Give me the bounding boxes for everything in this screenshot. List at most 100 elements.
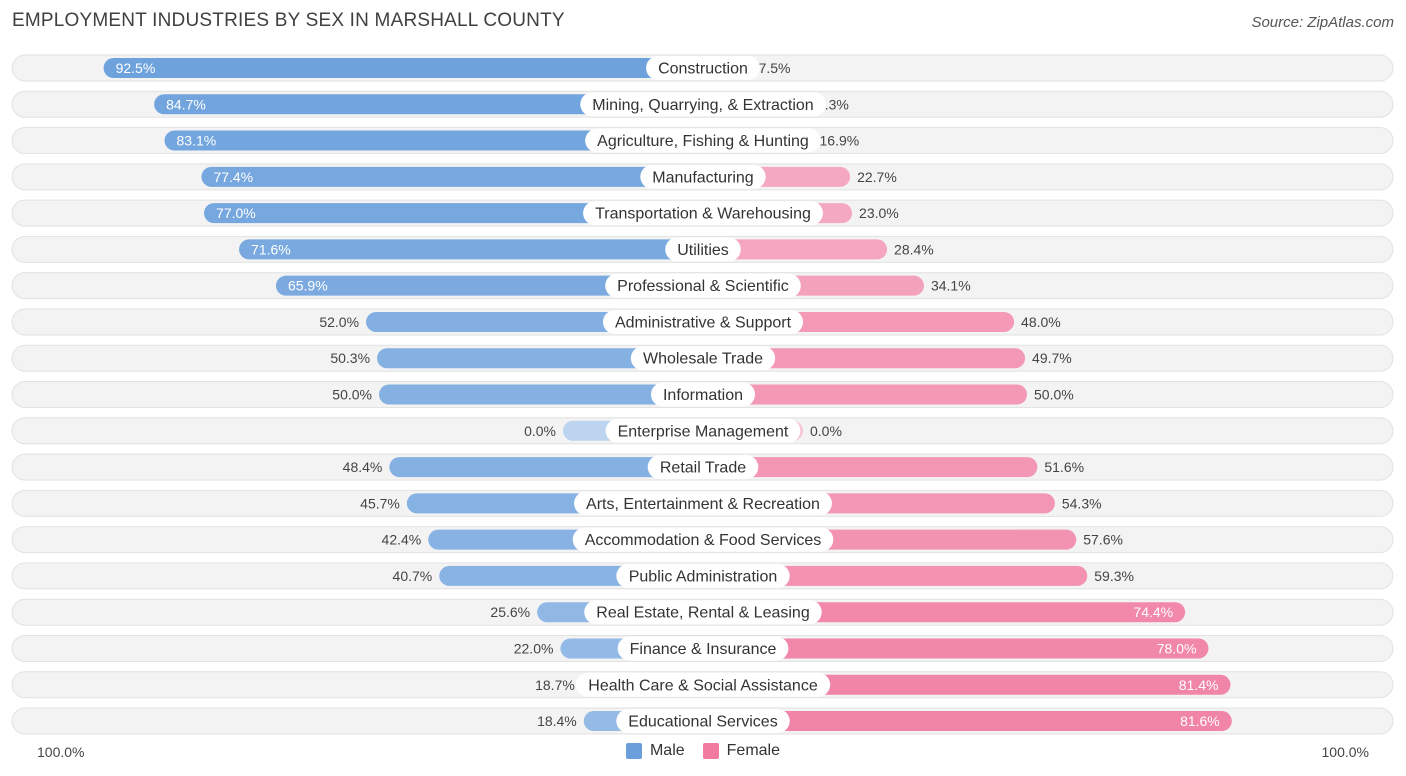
category-label: Accommodation & Food Services <box>585 532 822 549</box>
category-label-bg <box>574 491 832 516</box>
category-label-bg <box>646 56 760 80</box>
category-label-bg <box>583 201 823 226</box>
category-label: Administrative & Support <box>615 314 792 331</box>
category-label: Construction <box>658 61 748 78</box>
male-value-label: 0.0% <box>524 423 556 439</box>
chart-title: EMPLOYMENT INDUSTRIES BY SEX IN MARSHALL… <box>12 10 565 31</box>
category-label: Utilities <box>677 242 729 259</box>
male-value-label: 22.0% <box>514 640 554 656</box>
female-bar <box>703 711 1232 732</box>
female-value-label: 16.9% <box>820 133 860 149</box>
legend-item-female: Female <box>702 742 781 760</box>
category-label-bg <box>605 418 801 443</box>
category-label-bg <box>617 636 789 661</box>
category-label: Arts, Entertainment & Recreation <box>586 496 820 513</box>
male-value-label: 50.3% <box>330 350 370 366</box>
female-value-label: 22.7% <box>857 169 897 185</box>
female-value-label: 51.6% <box>1044 459 1084 475</box>
legend: Male Female <box>0 742 1406 760</box>
female-value-label: 74.4% <box>1133 604 1173 620</box>
female-value-label: 28.4% <box>894 241 934 257</box>
female-value-label: 48.0% <box>1021 314 1061 330</box>
female-value-label: 0.0% <box>810 423 842 439</box>
category-label: Enterprise Management <box>618 423 789 440</box>
category-label-bg <box>575 672 831 697</box>
male-value-label: 77.0% <box>216 205 256 221</box>
male-bar <box>201 166 703 187</box>
category-label-bg <box>580 92 826 117</box>
category-label: Wholesale Trade <box>643 351 763 368</box>
female-bar <box>703 457 1038 478</box>
male-bar <box>164 130 704 151</box>
axis-left-label: 100.0% <box>37 744 85 760</box>
male-value-label: 71.6% <box>251 241 291 257</box>
female-bar <box>703 565 1088 586</box>
axis-right-label: 100.0% <box>1321 744 1369 760</box>
category-label: Transportation & Warehousing <box>595 206 811 223</box>
male-value-label: 50.0% <box>332 387 372 403</box>
male-value-label: 83.1% <box>177 133 217 149</box>
female-value-label: 54.3% <box>1062 495 1102 511</box>
category-label-bg <box>650 382 756 407</box>
category-label-bg <box>616 563 790 588</box>
category-label-bg <box>602 309 804 334</box>
category-label-bg <box>630 346 776 371</box>
category-label: Retail Trade <box>660 460 746 477</box>
category-label-bg <box>584 600 822 625</box>
male-bar <box>377 348 703 369</box>
category-label-bg <box>572 527 834 552</box>
male-value-label: 40.7% <box>393 568 433 584</box>
female-value-label: 50.0% <box>1034 387 1074 403</box>
male-value-label: 52.0% <box>319 314 359 330</box>
female-value-label: 59.3% <box>1094 568 1134 584</box>
male-bar <box>154 94 704 115</box>
male-bar <box>239 239 704 260</box>
legend-swatch-female <box>702 743 719 759</box>
female-bar <box>703 602 1186 623</box>
female-value-label: 23.0% <box>859 205 899 221</box>
female-bar <box>703 638 1209 659</box>
legend-label-female: Female <box>726 742 781 759</box>
male-value-label: 84.7% <box>166 96 206 112</box>
male-value-label: 77.4% <box>213 169 253 185</box>
category-label: Mining, Quarrying, & Extraction <box>592 97 813 114</box>
female-value-label: 57.6% <box>1083 532 1123 548</box>
female-bar <box>703 239 888 260</box>
male-value-label: 65.9% <box>288 278 328 294</box>
female-bar <box>703 384 1027 405</box>
male-bar <box>103 58 704 78</box>
female-value-label: 34.1% <box>931 278 971 294</box>
male-value-label: 25.6% <box>490 604 530 620</box>
category-label: Public Administration <box>629 568 778 585</box>
category-label-bg <box>640 164 766 189</box>
legend-item-male: Male <box>625 742 685 760</box>
male-value-label: 45.7% <box>360 495 400 511</box>
category-label: Health Care & Social Assistance <box>588 677 818 694</box>
category-label: Real Estate, Rental & Leasing <box>596 605 809 622</box>
male-value-label: 48.4% <box>343 459 383 475</box>
category-label-bg <box>605 273 801 298</box>
category-label: Information <box>663 387 743 404</box>
category-label-bg <box>665 237 741 262</box>
category-label: Agriculture, Fishing & Hunting <box>597 133 809 150</box>
male-value-label: 42.4% <box>382 532 422 548</box>
female-value-label: 49.7% <box>1032 350 1072 366</box>
female-bar <box>703 674 1231 695</box>
female-value-label: 81.6% <box>1180 713 1220 729</box>
female-value-label: 7.5% <box>759 60 791 76</box>
category-label-bg <box>647 455 759 480</box>
female-value-label: 81.4% <box>1179 677 1219 693</box>
male-bar <box>379 384 703 405</box>
male-value-label: 92.5% <box>116 60 156 76</box>
category-label-bg <box>585 128 821 153</box>
category-label: Manufacturing <box>652 169 753 186</box>
category-label: Educational Services <box>628 714 777 731</box>
legend-swatch-male <box>625 743 642 759</box>
category-label-bg <box>616 709 790 734</box>
female-value-label: 78.0% <box>1157 640 1197 656</box>
category-label: Finance & Insurance <box>630 641 777 658</box>
legend-label-male: Male <box>649 742 685 759</box>
source-label: Source: ZipAtlas.com <box>1251 14 1394 31</box>
male-bar <box>204 203 704 224</box>
